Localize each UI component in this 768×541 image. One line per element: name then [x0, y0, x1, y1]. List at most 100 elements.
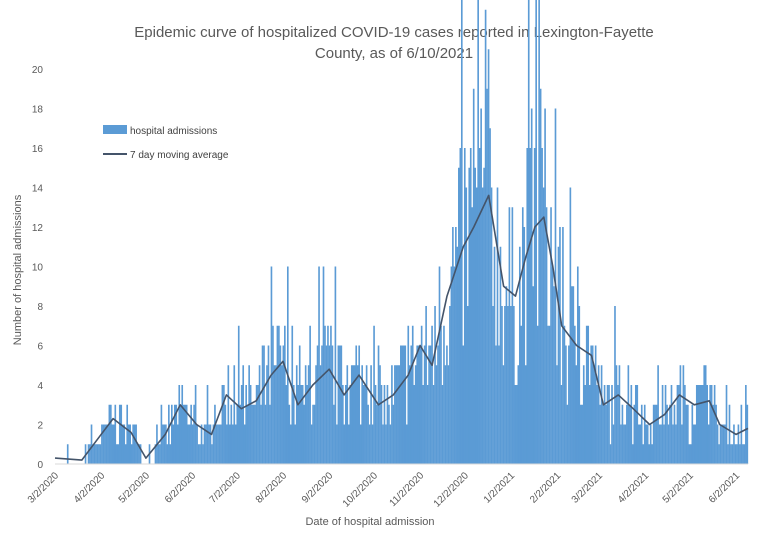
- bar: [394, 365, 396, 464]
- bar: [215, 424, 218, 464]
- y-tick-label: 2: [37, 421, 43, 432]
- bar: [636, 385, 639, 464]
- bar: [289, 424, 292, 464]
- bar: [197, 444, 200, 464]
- x-axis-ticks: 3/2/2020 4/2/2020 5/2/2020 6/2/2020 7/2/2020…: [26, 470, 743, 510]
- bar: [172, 424, 175, 464]
- bar: [242, 365, 245, 464]
- bar: [374, 385, 377, 464]
- bar: [365, 365, 368, 464]
- bar: [572, 286, 575, 464]
- bar: [347, 424, 350, 464]
- bar: [560, 385, 563, 464]
- bar: [344, 385, 347, 464]
- bar: [267, 345, 270, 464]
- bar: [312, 404, 314, 464]
- bar: [346, 365, 349, 464]
- bar: [681, 424, 683, 464]
- bar: [499, 246, 502, 464]
- bar: [667, 424, 670, 464]
- bar: [658, 424, 661, 464]
- bar: [220, 424, 222, 464]
- bar: [590, 345, 592, 464]
- bar: [582, 365, 585, 464]
- bar: [487, 49, 490, 464]
- bar: [181, 385, 184, 464]
- bar: [175, 404, 178, 464]
- bar: [676, 385, 679, 464]
- bar: [715, 404, 717, 464]
- bar: [588, 385, 591, 464]
- bar: [196, 424, 198, 464]
- bar: [725, 385, 728, 464]
- x-axis-title: Date of hospital admission: [305, 516, 434, 528]
- bar: [95, 444, 97, 464]
- bar: [96, 444, 99, 464]
- bar: [349, 385, 352, 464]
- bar: [480, 108, 482, 464]
- bar: [428, 345, 430, 464]
- bar: [652, 404, 655, 464]
- bar: [431, 325, 433, 464]
- bar: [539, 88, 542, 464]
- bar: [642, 444, 645, 464]
- bar: [179, 404, 182, 464]
- bar: [597, 365, 600, 464]
- bar: [356, 365, 359, 464]
- bar: [737, 424, 740, 464]
- bar: [166, 444, 169, 464]
- bar: [319, 365, 322, 464]
- bar: [643, 404, 646, 464]
- bar: [132, 424, 134, 464]
- bar: [630, 385, 633, 464]
- bar: [672, 424, 674, 464]
- bar: [248, 365, 250, 464]
- x-tick-label: 4/2/2021: [616, 470, 652, 506]
- bar: [437, 345, 439, 464]
- bar: [600, 365, 603, 464]
- bar: [281, 365, 283, 464]
- bar: [551, 266, 554, 464]
- bar: [703, 365, 706, 464]
- bar: [176, 424, 179, 464]
- bar: [273, 365, 276, 464]
- bar: [294, 424, 297, 464]
- bar: [687, 404, 689, 464]
- bar: [740, 404, 743, 464]
- bar: [239, 404, 242, 464]
- bar: [350, 365, 353, 464]
- bar: [202, 444, 204, 464]
- bar: [498, 345, 500, 464]
- bar: [282, 345, 285, 464]
- bar: [379, 365, 381, 464]
- bar: [651, 444, 653, 464]
- bar: [465, 187, 468, 464]
- bar: [634, 385, 637, 464]
- bar: [382, 424, 384, 464]
- bar: [331, 345, 334, 464]
- bar: [602, 404, 604, 464]
- bar: [330, 325, 332, 464]
- bar: [389, 424, 392, 464]
- bar: [517, 365, 520, 464]
- bar: [736, 444, 738, 464]
- bar: [608, 385, 610, 464]
- bar: [579, 404, 582, 464]
- bar: [110, 404, 112, 464]
- bar: [413, 385, 416, 464]
- y-tick-label: 10: [32, 263, 44, 274]
- bar: [730, 444, 732, 464]
- bar: [269, 404, 271, 464]
- bar: [599, 404, 601, 464]
- bar: [679, 365, 682, 464]
- bar: [272, 325, 274, 464]
- bar: [450, 266, 453, 464]
- bar: [472, 88, 475, 464]
- bar: [620, 424, 622, 464]
- bar: [288, 404, 291, 464]
- bar: [355, 345, 358, 464]
- bar: [521, 207, 524, 464]
- bar: [692, 424, 695, 464]
- y-tick-label: 12: [32, 223, 44, 234]
- bar: [426, 385, 429, 464]
